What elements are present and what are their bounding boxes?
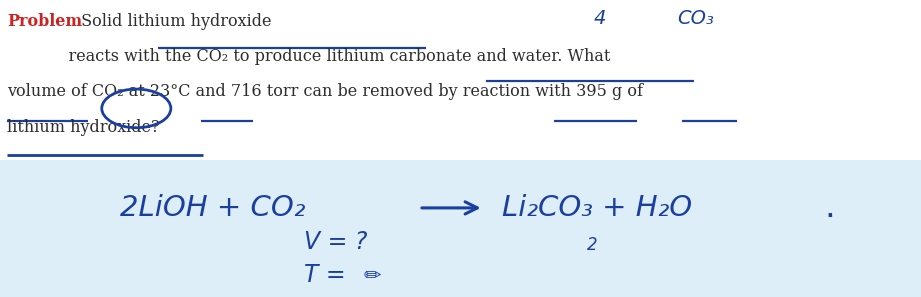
Text: V = ?: V = ? bbox=[304, 230, 367, 254]
Text: CO₃: CO₃ bbox=[677, 9, 714, 28]
Text: reacts with the CO₂ to produce lithium carbonate and water. What: reacts with the CO₂ to produce lithium c… bbox=[7, 48, 611, 65]
Text: lithium hydroxide?: lithium hydroxide? bbox=[7, 119, 160, 136]
Text: Solid lithium hydroxide: Solid lithium hydroxide bbox=[76, 13, 271, 30]
Text: T =: T = bbox=[304, 263, 345, 287]
Bar bbox=[0, 0, 921, 160]
Text: ✏: ✏ bbox=[364, 265, 381, 285]
Text: volume of CO₂ at 23°C and 716 torr can be removed by reaction with 395 g of: volume of CO₂ at 23°C and 716 torr can b… bbox=[7, 83, 644, 100]
Text: .: . bbox=[824, 191, 835, 225]
Text: Li₂CO₃ + H₂O: Li₂CO₃ + H₂O bbox=[502, 194, 692, 222]
Text: 2LiOH + CO₂: 2LiOH + CO₂ bbox=[120, 194, 305, 222]
Bar bbox=[0, 160, 921, 297]
Text: 4: 4 bbox=[594, 9, 606, 28]
Text: 2: 2 bbox=[587, 236, 598, 254]
Text: Problem: Problem bbox=[7, 13, 83, 30]
